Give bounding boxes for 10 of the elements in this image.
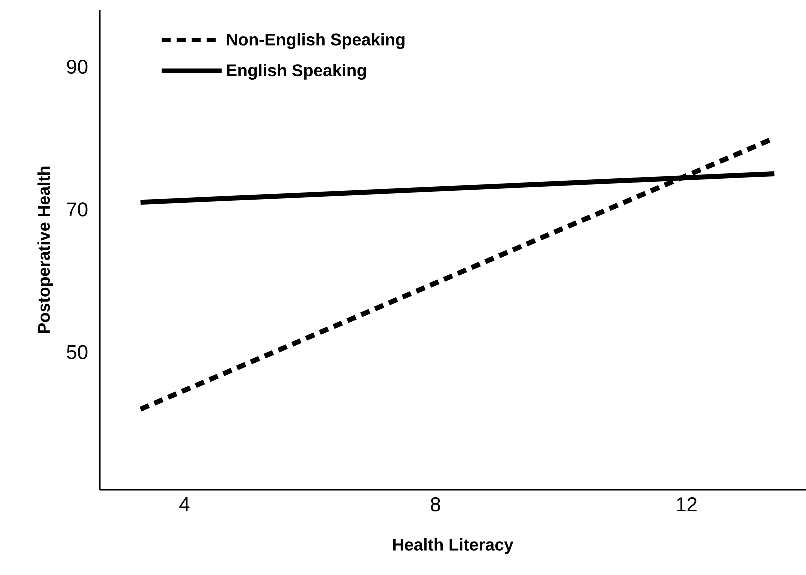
y-tick-label: 70 — [67, 202, 88, 217]
legend-label: Non-English Speaking — [227, 33, 405, 50]
y-tick-label: 90 — [67, 60, 88, 74]
y-axis-title: Postoperative Health — [38, 166, 54, 334]
x-tick-label: 8 — [431, 498, 440, 512]
x-tick-label: 4 — [180, 498, 190, 512]
x-axis-title: Health Literacy — [393, 538, 514, 554]
legend-label: English Speaking — [227, 64, 366, 80]
x-tick-label: 12 — [677, 498, 697, 512]
y-tick-label: 50 — [67, 345, 88, 360]
